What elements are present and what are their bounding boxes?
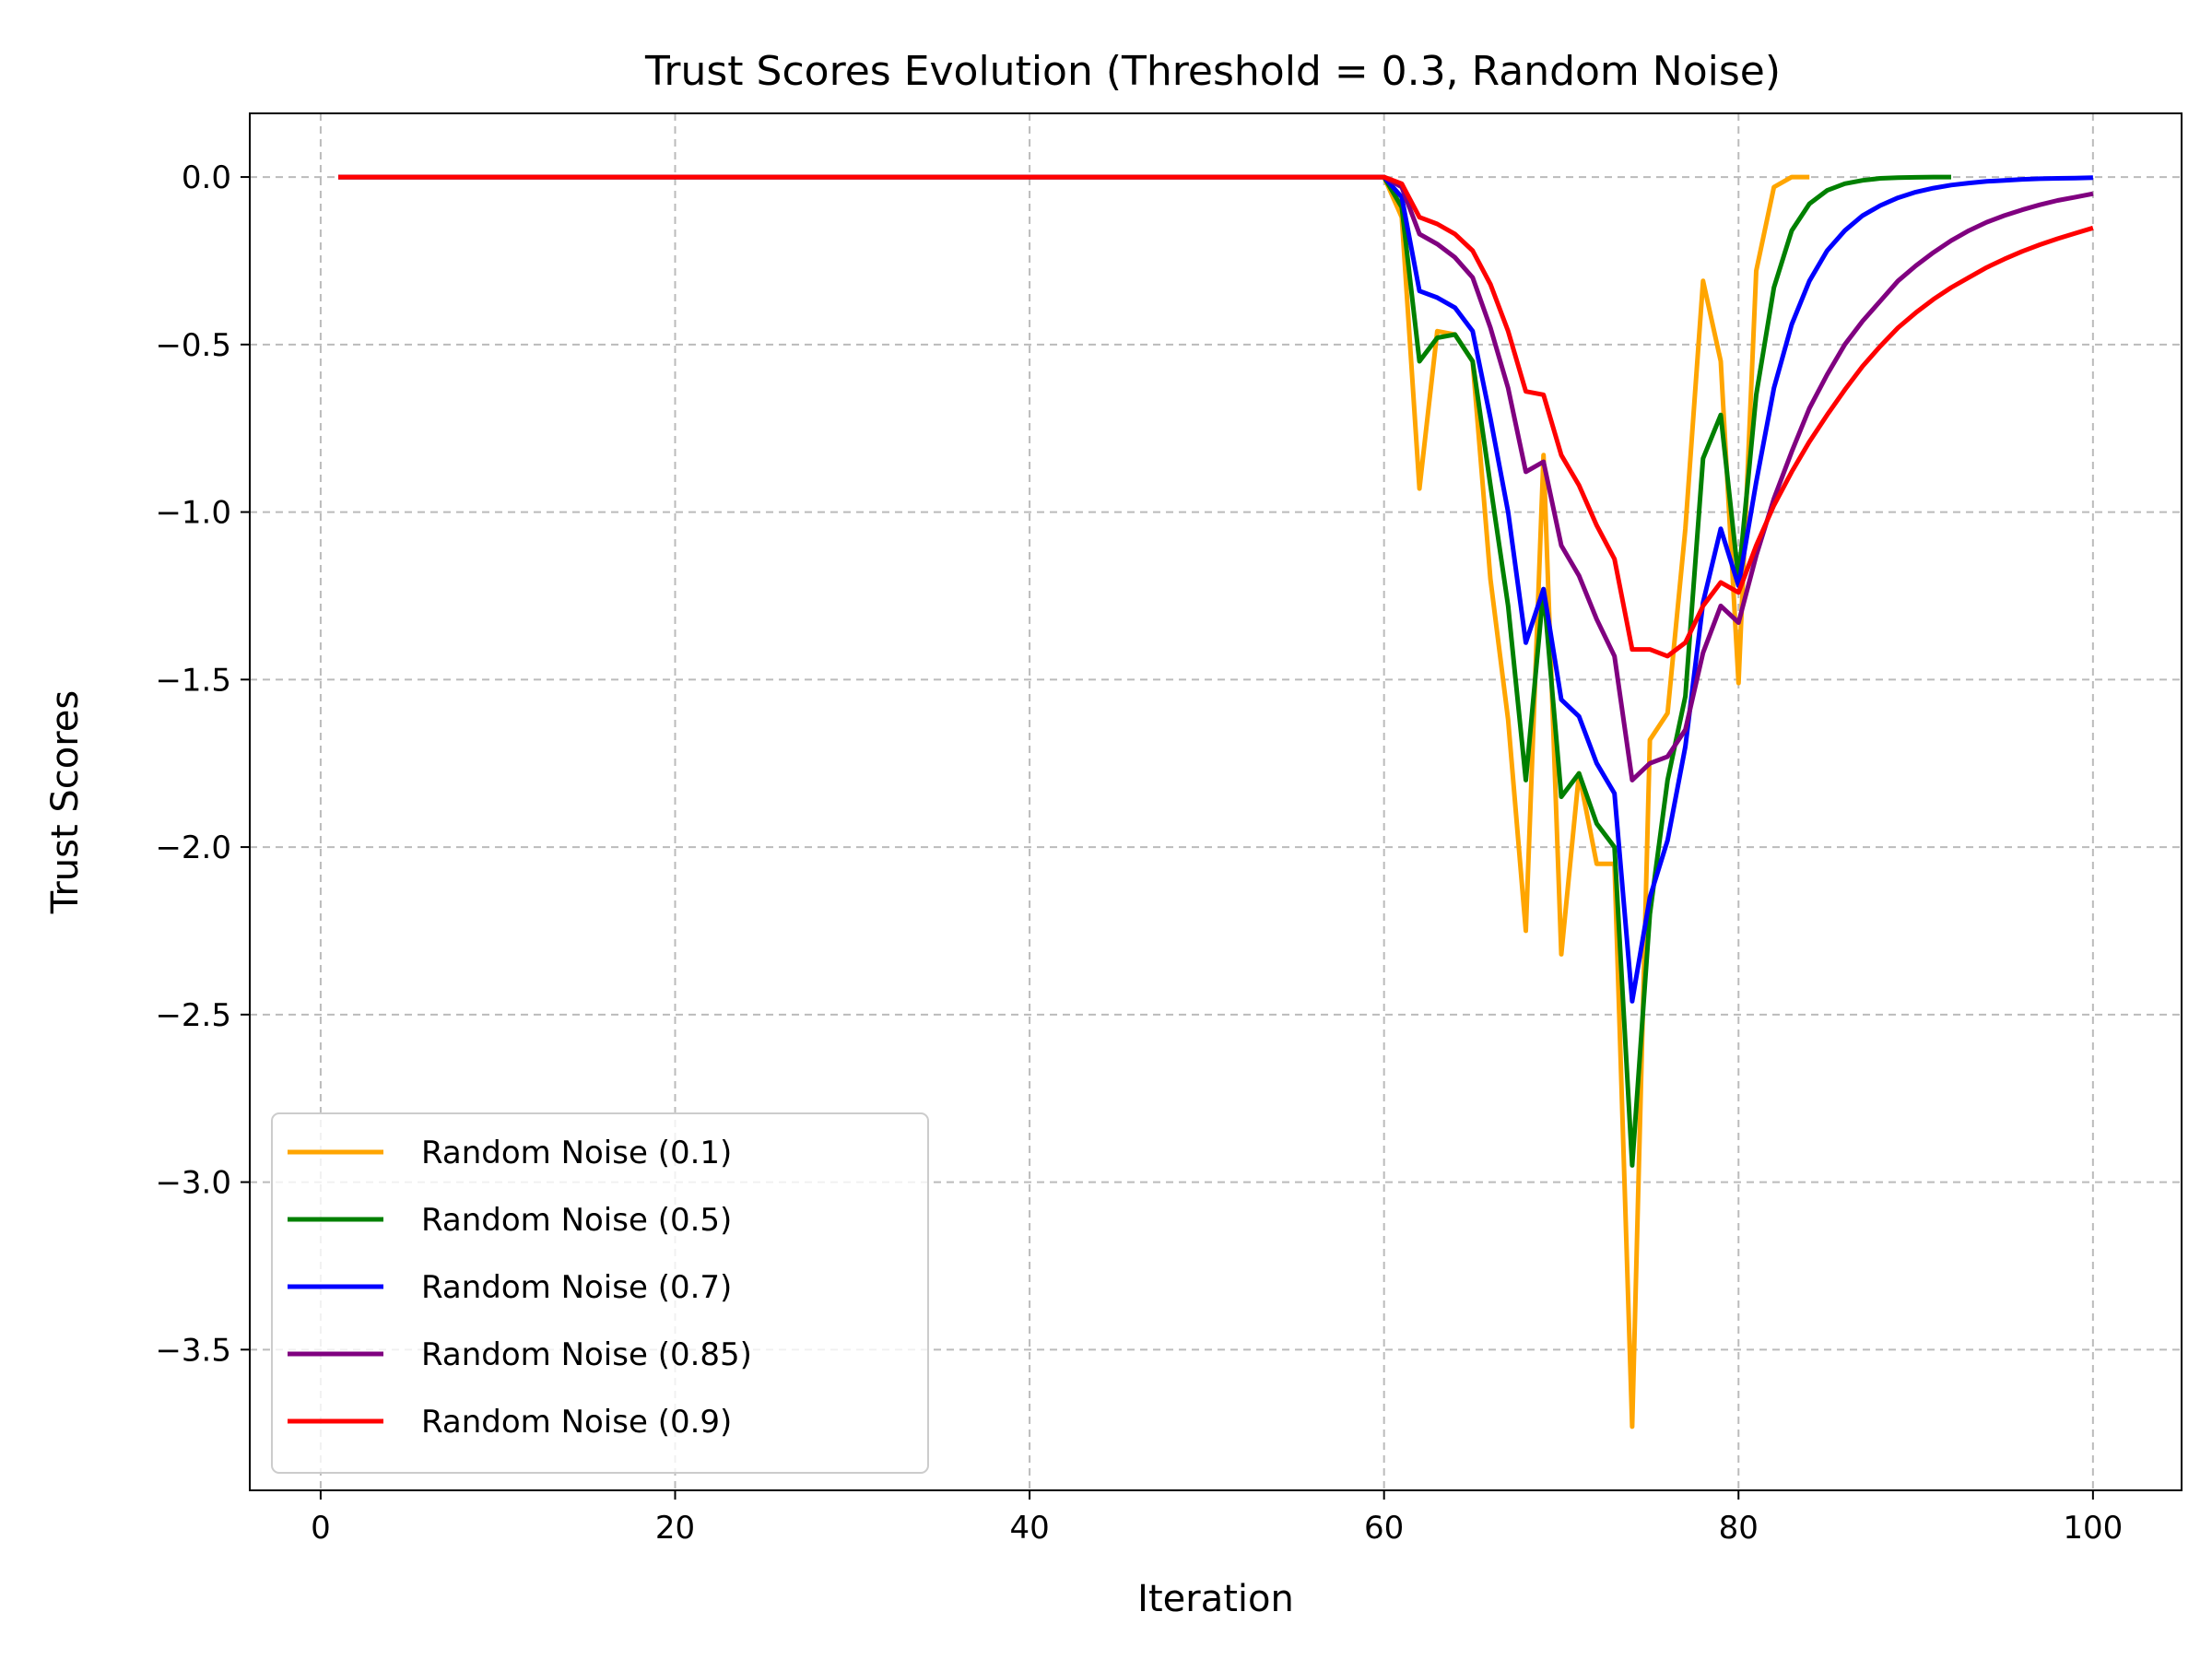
x-tick-label: 0: [311, 1510, 331, 1547]
y-tick-label: −1.5: [155, 662, 231, 699]
chart-title: Trust Scores Evolution (Threshold = 0.3,…: [644, 48, 1781, 95]
y-tick-label: −3.0: [155, 1165, 231, 1202]
x-axis: 0 20 40 60 80 100: [311, 1490, 2123, 1547]
y-axis-label: Trust Scores: [44, 690, 87, 914]
y-axis: 0.0 −0.5 −1.0 −1.5 −2.0 −2.5 −3.0 −3.5: [155, 159, 250, 1369]
plot-frame: [249, 112, 2183, 1491]
legend-label: Random Noise (0.7): [421, 1269, 732, 1306]
y-tick-label: −1.0: [155, 495, 231, 532]
legend-label: Random Noise (0.5): [421, 1202, 732, 1239]
x-tick-label: 60: [1364, 1510, 1404, 1547]
y-tick-label: 0.0: [182, 159, 231, 196]
legend-label: Random Noise (0.1): [421, 1135, 732, 1171]
x-tick-label: 20: [655, 1510, 695, 1547]
y-tick-label: −3.5: [155, 1332, 231, 1369]
series-line-3: [338, 174, 2093, 1004]
series-line-4: [338, 174, 2094, 782]
plot-lines: [338, 174, 2094, 1430]
x-axis-label: Iteration: [1137, 1578, 1294, 1620]
series-line-2: [338, 174, 1951, 1168]
legend: Random Noise (0.1) Random Noise (0.5) Rand…: [271, 1112, 929, 1474]
x-tick-label: 80: [1719, 1510, 1759, 1547]
x-tick-label: 100: [2063, 1510, 2123, 1547]
series-line-5: [338, 174, 2094, 659]
y-tick-label: −2.0: [155, 830, 231, 866]
grid: [250, 113, 2182, 1490]
series-line-1: [338, 174, 1810, 1430]
legend-label: Random Noise (0.85): [421, 1336, 752, 1373]
y-tick-label: −0.5: [155, 327, 231, 364]
legend-label: Random Noise (0.9): [421, 1404, 732, 1441]
y-tick-label: −2.5: [155, 997, 231, 1034]
legend-box: [271, 1112, 929, 1474]
x-tick-label: 40: [1009, 1510, 1049, 1547]
